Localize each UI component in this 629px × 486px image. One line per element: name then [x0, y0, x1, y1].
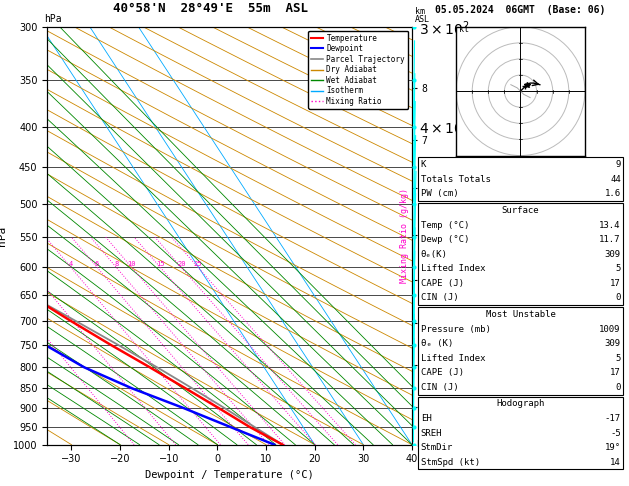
Text: 11.7: 11.7 [599, 235, 621, 244]
Text: 309: 309 [604, 339, 621, 348]
Text: 1.6: 1.6 [604, 190, 621, 198]
Text: PW (cm): PW (cm) [421, 190, 459, 198]
Text: LCL: LCL [416, 440, 431, 449]
Legend: Temperature, Dewpoint, Parcel Trajectory, Dry Adiabat, Wet Adiabat, Isotherm, Mi: Temperature, Dewpoint, Parcel Trajectory… [308, 31, 408, 109]
Text: 15: 15 [156, 261, 165, 267]
Text: Dewp (°C): Dewp (°C) [421, 235, 469, 244]
Text: 17: 17 [610, 368, 621, 377]
Text: 0: 0 [615, 294, 621, 302]
Text: 25: 25 [194, 261, 203, 267]
Text: 5: 5 [615, 264, 621, 273]
Text: Most Unstable: Most Unstable [486, 310, 555, 319]
Text: θₑ (K): θₑ (K) [421, 339, 453, 348]
Y-axis label: hPa: hPa [0, 226, 8, 246]
Text: Lifted Index: Lifted Index [421, 354, 486, 363]
Text: EH: EH [421, 414, 431, 423]
Text: Lifted Index: Lifted Index [421, 264, 486, 273]
Text: 05.05.2024  06GMT  (Base: 06): 05.05.2024 06GMT (Base: 06) [435, 4, 606, 15]
Text: CIN (J): CIN (J) [421, 294, 459, 302]
Text: 40°58'N  28°49'E  55m  ASL: 40°58'N 28°49'E 55m ASL [113, 1, 308, 15]
Text: © weatheronline.co.uk: © weatheronline.co.uk [468, 459, 573, 469]
Text: 44: 44 [610, 175, 621, 184]
Text: kt: kt [459, 25, 469, 34]
Text: StmDir: StmDir [421, 443, 453, 452]
Text: Totals Totals: Totals Totals [421, 175, 491, 184]
Text: CAPE (J): CAPE (J) [421, 279, 464, 288]
Text: 8: 8 [114, 261, 118, 267]
Text: km
ASL: km ASL [415, 7, 430, 24]
Text: Surface: Surface [502, 206, 539, 215]
Text: CIN (J): CIN (J) [421, 383, 459, 392]
Text: θₑ(K): θₑ(K) [421, 250, 448, 259]
Text: K: K [421, 160, 426, 169]
Text: Hodograph: Hodograph [496, 399, 545, 408]
Text: Pressure (mb): Pressure (mb) [421, 325, 491, 333]
Y-axis label: km
ASL: km ASL [473, 227, 495, 244]
Text: 17: 17 [610, 279, 621, 288]
Text: 0: 0 [615, 383, 621, 392]
Text: hPa: hPa [44, 14, 62, 24]
Text: Mixing Ratio (g/kg): Mixing Ratio (g/kg) [400, 188, 409, 283]
Text: 1009: 1009 [599, 325, 621, 333]
Text: Temp (°C): Temp (°C) [421, 221, 469, 229]
Text: SREH: SREH [421, 429, 442, 437]
Text: 5: 5 [615, 354, 621, 363]
Text: 20: 20 [177, 261, 186, 267]
Text: 4: 4 [69, 261, 73, 267]
Text: 14: 14 [610, 458, 621, 467]
Text: 309: 309 [604, 250, 621, 259]
Text: StmSpd (kt): StmSpd (kt) [421, 458, 480, 467]
Text: 13.4: 13.4 [599, 221, 621, 229]
Text: -5: -5 [610, 429, 621, 437]
Text: 9: 9 [615, 160, 621, 169]
X-axis label: Dewpoint / Temperature (°C): Dewpoint / Temperature (°C) [145, 470, 314, 480]
Text: -17: -17 [604, 414, 621, 423]
Text: 19°: 19° [604, 443, 621, 452]
Text: 10: 10 [127, 261, 136, 267]
Text: CAPE (J): CAPE (J) [421, 368, 464, 377]
Text: 6: 6 [95, 261, 99, 267]
